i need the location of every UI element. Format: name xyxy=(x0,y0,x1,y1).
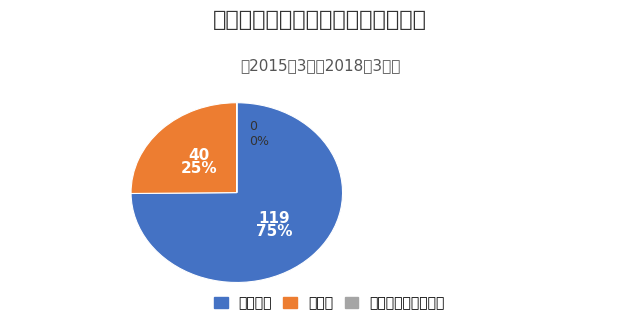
Legend: 滋賀医大, 三重大, 三重ハートセンター: 滋賀医大, 三重大, 三重ハートセンター xyxy=(208,291,451,316)
Text: 0%: 0% xyxy=(250,135,269,148)
Text: 75%: 75% xyxy=(256,224,292,239)
Text: ［2015年3月～2018年3月］: ［2015年3月～2018年3月］ xyxy=(240,58,400,73)
Text: 119: 119 xyxy=(259,211,290,226)
Text: 救急車搬送件数（主要搬送先内訳）: 救急車搬送件数（主要搬送先内訳） xyxy=(213,10,427,30)
Wedge shape xyxy=(131,103,237,194)
Text: 25%: 25% xyxy=(181,161,218,176)
Text: 40: 40 xyxy=(189,148,210,163)
Text: 0: 0 xyxy=(250,120,257,134)
Wedge shape xyxy=(131,103,342,282)
